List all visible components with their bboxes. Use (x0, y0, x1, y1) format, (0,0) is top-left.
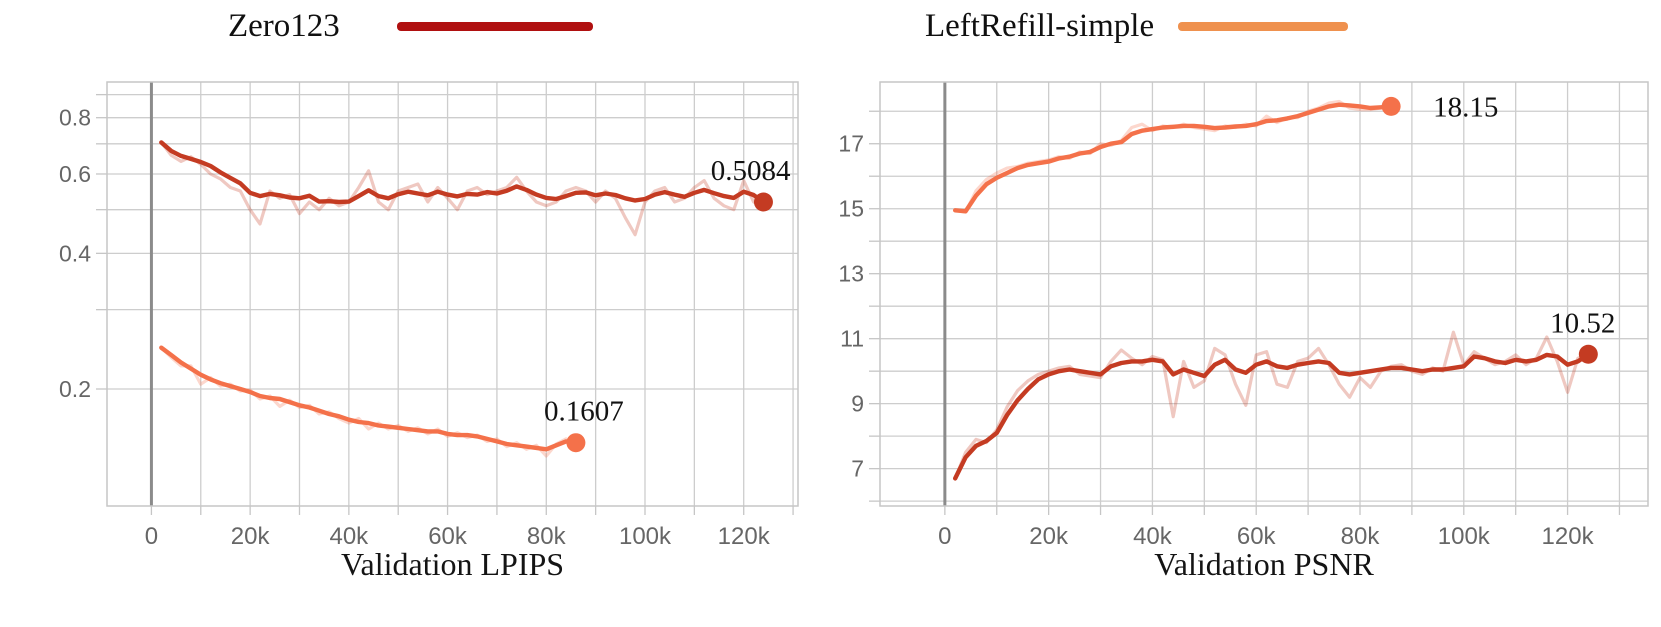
plot-border (879, 81, 1649, 507)
final-value-label: 10.52 (1550, 307, 1615, 339)
final-value-label: 0.5084 (711, 155, 791, 187)
chart-validation-lpips: 0 20k 40k 60k 80k 100k 120k 0.8 0.6 0.4 0.2 0.5084 0… (59, 81, 799, 550)
y-tick-label: 11 (840, 326, 864, 352)
y-tick-label: 13 (838, 261, 864, 287)
x-tick-label: 0 (938, 523, 951, 550)
x-tick-label: 60k (1237, 523, 1277, 550)
legend-swatch-zero123 (397, 22, 593, 31)
legend-label-zero123: Zero123 (228, 8, 340, 44)
final-value-label: 0.1607 (544, 396, 624, 428)
x-tick-label: 40k (329, 523, 369, 550)
y-tick-label: 7 (851, 456, 864, 482)
final-value-label: 18.15 (1433, 91, 1498, 123)
x-tick-label: 60k (428, 523, 468, 550)
series-end-dot-zero123 (1578, 344, 1598, 364)
y-tick-label: 15 (838, 196, 864, 222)
x-tick-label: 80k (1341, 523, 1381, 550)
series-raw-line-leftrefill-simple (953, 99, 1393, 214)
x-tick-label: 100k (619, 523, 672, 550)
plot-border (106, 81, 799, 507)
x-tick-label: 20k (1029, 523, 1069, 550)
series-raw-line-zero123 (953, 330, 1590, 480)
x-tick-label: 80k (527, 523, 567, 550)
series-end-dot-leftrefill-simple (1381, 96, 1401, 116)
series-raw-line-zero123 (159, 140, 766, 237)
series-line-zero123 (953, 352, 1591, 481)
series-line-leftrefill-simple (159, 345, 579, 452)
y-tick-label: 0.2 (59, 376, 91, 402)
chart-title-validation-lpips: Validation LPIPS (340, 546, 565, 582)
x-tick-label: 20k (231, 523, 271, 550)
legend-swatch-leftrefill-simple (1178, 22, 1348, 31)
x-tick-label: 120k (1542, 523, 1595, 550)
y-tick-label: 0.4 (59, 240, 91, 266)
legend-label-leftrefill-simple: LeftRefill-simple (925, 8, 1155, 44)
y-tick-label: 0.6 (59, 161, 91, 187)
series-raw-line-leftrefill-simple (159, 346, 578, 458)
x-tick-label: 120k (718, 523, 771, 550)
series-end-dot-leftrefill-simple (566, 433, 586, 453)
series-line-zero123 (159, 140, 766, 205)
series-end-dot-zero123 (753, 192, 773, 212)
chart-title-validation-psnr: Validation PSNR (1154, 546, 1374, 582)
y-tick-label: 0.8 (59, 105, 91, 131)
x-tick-label: 40k (1133, 523, 1173, 550)
y-tick-label: 9 (851, 391, 864, 417)
series-line-leftrefill-simple (953, 102, 1394, 214)
x-tick-label: 100k (1438, 523, 1491, 550)
chart-validation-psnr: 0 20k 40k 60k 80k 100k 120k 17 15 13 11 9 7 10.52 18.1… (838, 81, 1649, 550)
x-tick-label: 0 (145, 523, 158, 550)
y-tick-label: 17 (838, 131, 864, 157)
